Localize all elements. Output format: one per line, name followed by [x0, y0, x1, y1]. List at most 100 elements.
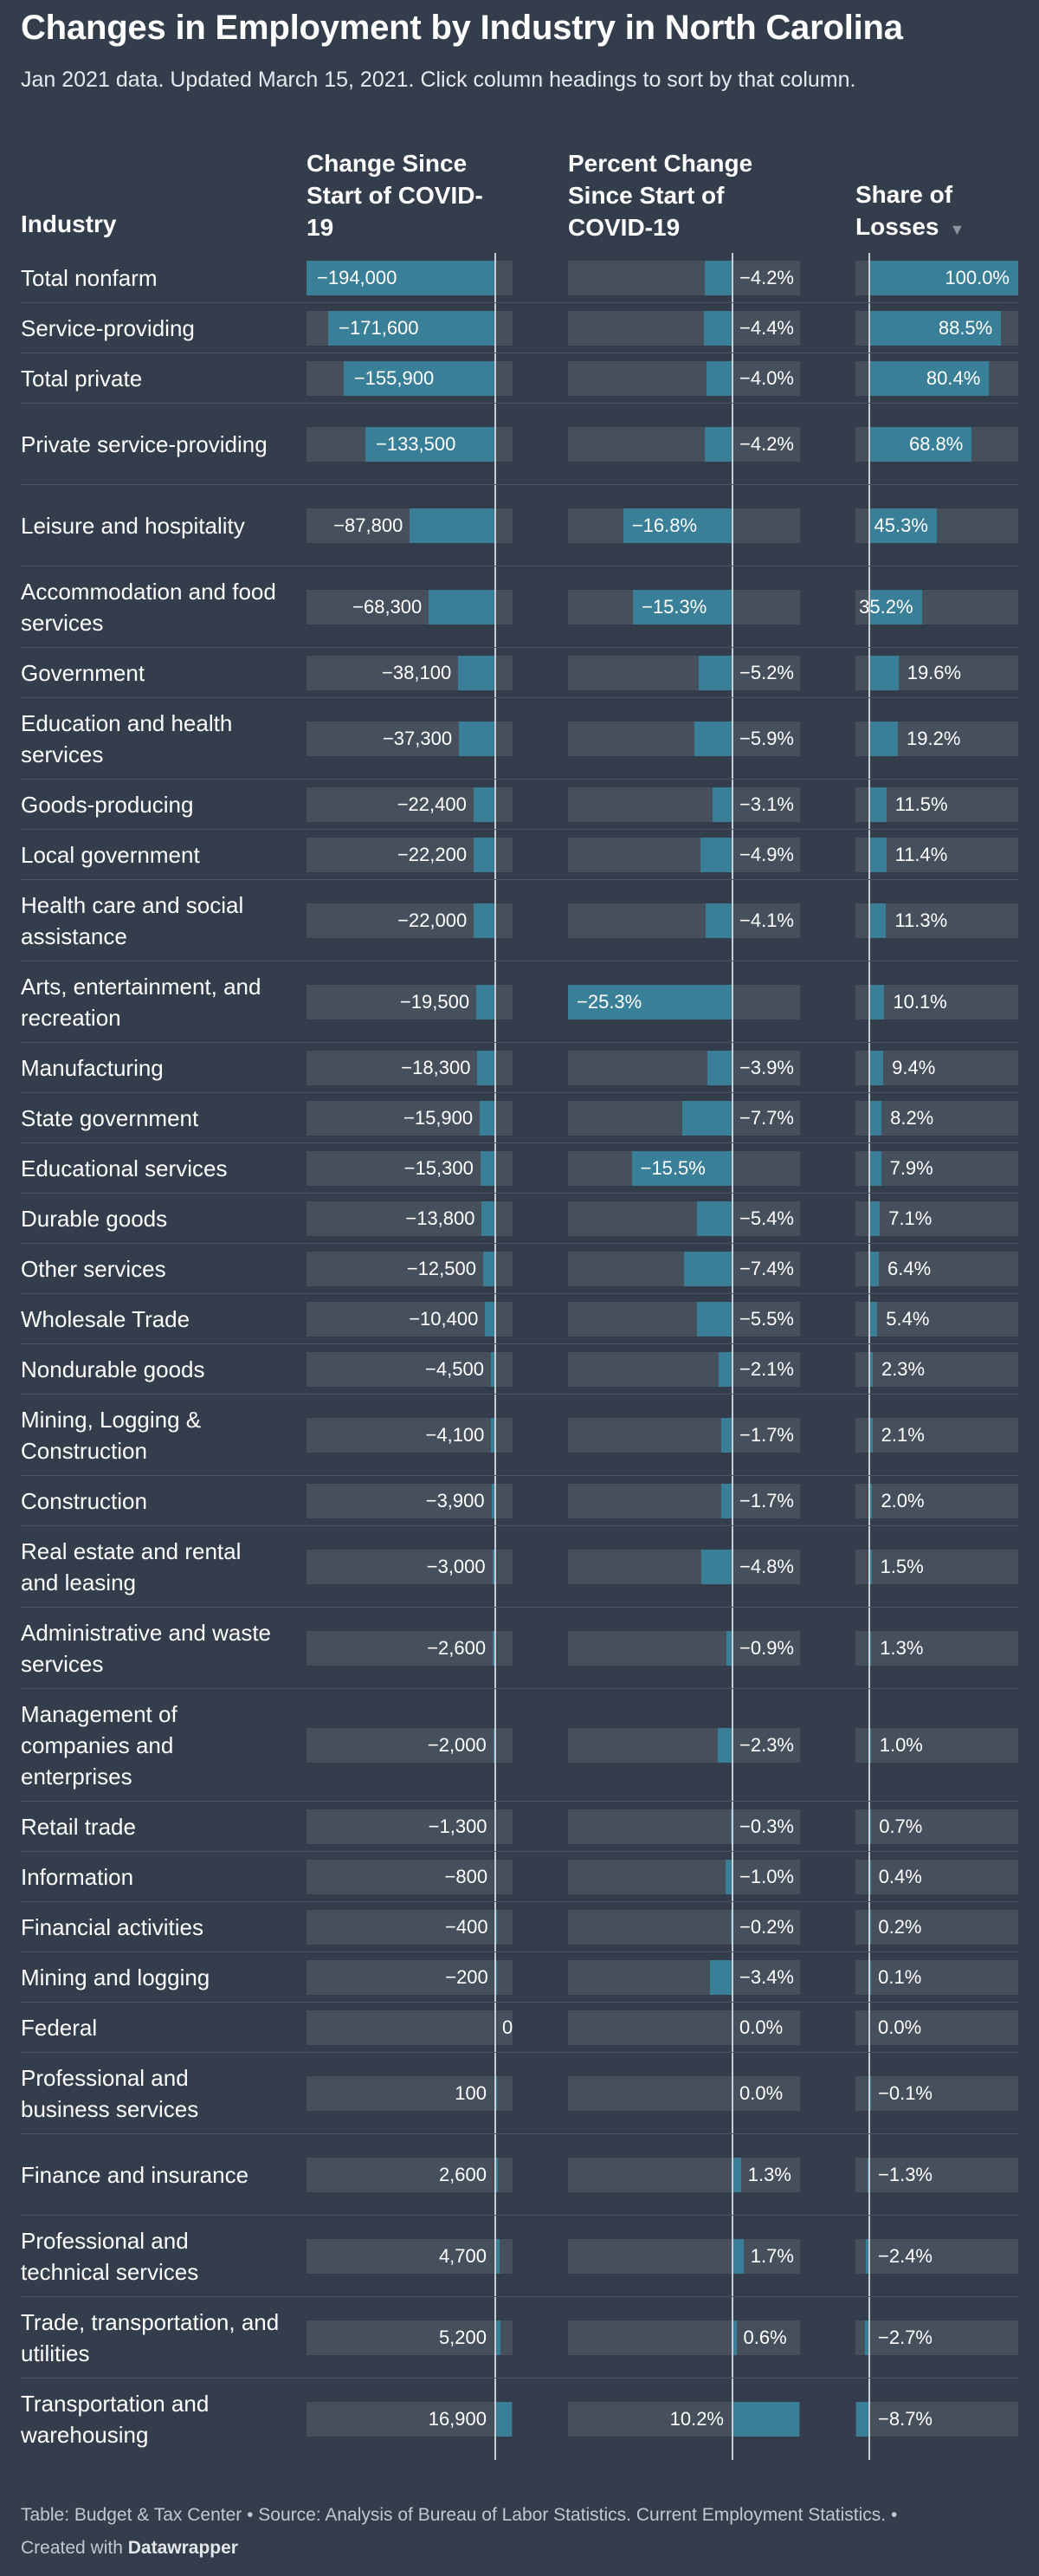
share-zero-line — [868, 1143, 870, 1194]
change-track — [307, 2239, 513, 2274]
pct-bar — [732, 2402, 799, 2437]
share-zero-line — [868, 2053, 870, 2134]
table-row: Other services −12,500 −7.4% 6.4% — [0, 1244, 1039, 1294]
share-bar — [869, 1101, 882, 1136]
change-zero-line — [494, 566, 496, 648]
share-bar — [865, 2239, 869, 2274]
share-track — [855, 1809, 1018, 1844]
pct-zero-line — [732, 1395, 733, 1476]
share-zero-line — [868, 253, 870, 303]
share-zero-line — [868, 566, 870, 648]
change-zero-line — [494, 1952, 496, 2003]
table-row: Leisure and hospitality −87,800 −16.8% 45.3… — [0, 485, 1039, 566]
row-divider — [21, 1607, 1018, 1608]
change-zero-line — [494, 2134, 496, 2216]
share-track — [855, 1910, 1018, 1945]
table-row: Arts, entertainment, and recreation −19,5… — [0, 961, 1039, 1043]
row-divider — [21, 484, 1018, 485]
change-track — [307, 2010, 513, 2045]
pct-bar — [623, 508, 732, 543]
pct-zero-line — [732, 1194, 733, 1244]
pct-value: −0.9% — [739, 1637, 794, 1659]
share-value: 0.7% — [879, 1815, 923, 1837]
industry-label: Arts, entertainment, and recreation — [21, 974, 261, 1031]
share-value: −0.1% — [878, 2082, 933, 2104]
column-header-share-of-losses[interactable]: Share of Losses ▼ — [855, 178, 965, 246]
share-zero-line — [868, 961, 870, 1043]
share-value: 2.3% — [881, 1358, 926, 1380]
column-header-percent-change[interactable]: Percent Change Since Start of COVID-19 — [568, 147, 752, 243]
change-zero-line — [494, 1476, 496, 1526]
change-value: −12,500 — [406, 1258, 476, 1279]
share-bar — [869, 1860, 871, 1894]
pct-track — [568, 838, 800, 872]
column-header-share-line: Losses ▼ — [855, 213, 965, 240]
share-zero-line — [868, 2134, 870, 2216]
table-row: Health care and social assistance −22,000… — [0, 880, 1039, 961]
industry-label: Other services — [21, 1256, 166, 1282]
table-row: Federal 0 0.0% 0.0% — [0, 2003, 1039, 2053]
table-row: Goods-producing −22,400 −3.1% 11.5% — [0, 780, 1039, 830]
column-header-industry[interactable]: Industry — [21, 210, 117, 237]
table-row: Nondurable goods −4,500 −2.1% 2.3% — [0, 1344, 1039, 1395]
industry-label: Finance and insurance — [21, 2162, 249, 2188]
change-value: −2,000 — [427, 1734, 487, 1756]
change-zero-line — [494, 1244, 496, 1294]
pct-value: −4.2% — [739, 267, 794, 288]
column-header-change[interactable]: Change Since Start of COVID- 19 — [307, 147, 483, 243]
change-value: −171,600 — [339, 317, 419, 339]
pct-value: 1.3% — [747, 2164, 791, 2185]
table-row: Total nonfarm −194,000 −4.2% 100.0% — [0, 253, 1039, 303]
datawrapper-link[interactable]: Datawrapper — [127, 2538, 238, 2558]
share-track — [855, 985, 1018, 1019]
pct-value: −4.0% — [739, 367, 794, 389]
pct-track — [568, 1302, 800, 1337]
column-header-pct-line: COVID-19 — [568, 214, 681, 241]
share-value: 7.1% — [888, 1207, 933, 1229]
industry-label: Construction — [21, 1488, 147, 1514]
row-divider — [21, 1042, 1018, 1043]
pct-value: −4.4% — [739, 317, 794, 339]
table-row: Total private −155,900 −4.0% 80.4% — [0, 353, 1039, 404]
share-track — [855, 508, 1018, 543]
pct-track — [568, 1728, 800, 1763]
change-bar — [365, 427, 495, 462]
pct-track — [568, 787, 800, 822]
change-bar — [492, 1550, 495, 1584]
share-zero-line — [868, 1093, 870, 1143]
row-divider — [21, 1851, 1018, 1852]
change-zero-line — [494, 1395, 496, 1476]
share-value: 88.5% — [938, 317, 993, 339]
industry-label: Professional and business services — [21, 2065, 199, 2122]
change-value: −3,900 — [425, 1490, 485, 1511]
footer: Table: Budget & Tax Center • Source: Ana… — [21, 2499, 1016, 2565]
industry-label: Total private — [21, 366, 143, 392]
share-track — [855, 1860, 1018, 1894]
pct-bar — [707, 1051, 732, 1085]
chart-title: Changes in Employment by Industry in Nor… — [21, 9, 903, 47]
change-bar — [458, 656, 495, 690]
pct-zero-line — [732, 1043, 733, 1093]
table-row: Transportation and warehousing 16,900 10.2… — [0, 2379, 1039, 2460]
change-value: −194,000 — [317, 267, 397, 288]
change-bar — [459, 722, 495, 756]
pct-zero-line — [732, 2216, 733, 2297]
change-bar — [474, 838, 495, 872]
share-bar — [869, 787, 887, 822]
change-bar — [477, 1051, 495, 1085]
pct-track — [568, 2402, 800, 2437]
change-zero-line — [494, 353, 496, 404]
change-zero-line — [494, 1043, 496, 1093]
share-value: 35.2% — [859, 596, 913, 618]
share-zero-line — [868, 1526, 870, 1608]
table-row: Manufacturing −18,300 −3.9% 9.4% — [0, 1043, 1039, 1093]
share-value: −2.7% — [878, 2327, 933, 2348]
pct-value: −1.0% — [739, 1866, 794, 1887]
share-value: 1.0% — [879, 1734, 923, 1756]
change-track — [307, 1101, 513, 1136]
share-value: 11.4% — [894, 844, 948, 865]
share-bar — [869, 311, 1002, 346]
change-zero-line — [494, 1143, 496, 1194]
pct-bar — [721, 1484, 732, 1518]
pct-value: −5.5% — [739, 1308, 794, 1330]
